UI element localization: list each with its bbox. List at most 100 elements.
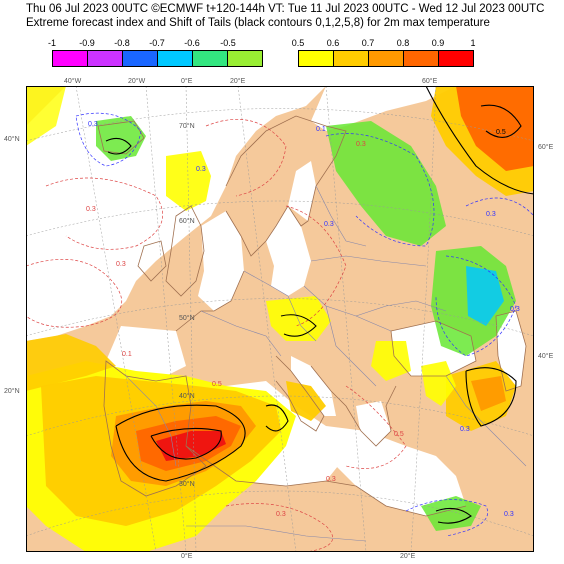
contour-label: 0.1 <box>316 126 326 133</box>
lon-label-top: 20°W <box>128 78 146 85</box>
efi-green-africa <box>421 496 481 531</box>
coastlines <box>97 115 527 517</box>
coastline-north-africa <box>185 445 467 517</box>
border-line <box>303 285 392 332</box>
efi-darkorange-russia <box>456 86 534 171</box>
lat-label-left: 20°N <box>4 388 20 395</box>
border-line <box>310 255 427 267</box>
graticule-meridian <box>75 86 157 552</box>
coastline-caspian <box>495 310 527 392</box>
colorbar-swatch <box>369 51 404 66</box>
graticule-meridian <box>145 86 187 552</box>
lon-labels-bottom: 0°E 20°E <box>0 553 564 563</box>
efi-red-iberia <box>156 431 226 461</box>
contour-label: 0.5 <box>394 431 404 438</box>
colorbar-pos-label: 0.7 <box>361 38 375 48</box>
contour-label: 0.3 <box>510 306 520 313</box>
contour-labels: 0.3 0.3 0.3 0.3 0.3 0.3 0.3 0.3 0.3 0.3 … <box>86 121 520 518</box>
contour-label: 0.3 <box>86 206 96 213</box>
sot-contour-turkey <box>465 367 517 427</box>
colorbar-neg-label: -0.6 <box>184 38 200 48</box>
lon-labels-top: 40°W 20°W 0°E 20°E 60°E <box>0 78 564 88</box>
colorbar-swatch <box>88 51 123 66</box>
border-line <box>186 525 367 542</box>
contour-label: 0.3 <box>276 511 286 518</box>
lon-label-bottom: 20°E <box>400 553 416 560</box>
border-line <box>325 305 377 387</box>
border-line <box>315 185 367 247</box>
colorbar-swatch <box>53 51 88 66</box>
contour-label: 0.1 <box>122 351 132 358</box>
lat-inner-label: 60°N <box>179 217 195 225</box>
efi-positive-contour <box>205 119 287 197</box>
efi-yellow-alps <box>266 296 331 341</box>
lon-label-top: 0°E <box>181 78 193 85</box>
colorbar-neg-label: -0.7 <box>149 38 165 48</box>
coastline-scandinavia <box>225 115 347 257</box>
colorbar-pos-label: 0.9 <box>431 38 445 48</box>
efi-positive-contour <box>26 259 122 328</box>
sot-contour-russia <box>425 86 534 195</box>
colorbar-neg-label: -0.9 <box>79 38 95 48</box>
lat-inner-label: 40°N <box>179 392 195 400</box>
colorbar-positive-bar <box>298 50 474 67</box>
lat-label-right: 40°E <box>538 353 554 360</box>
efi-negative-contour <box>75 112 142 167</box>
lon-label-top: 60°E <box>422 78 438 85</box>
colorbar-swatch <box>228 51 262 66</box>
colorbar-pos-label: 0.6 <box>326 38 340 48</box>
contour-label: 0.3 <box>116 261 126 268</box>
lat-inner-label: 70°N <box>179 122 195 130</box>
border-line <box>200 310 282 357</box>
efi-positive-contour <box>225 503 333 552</box>
baltic-sea <box>266 206 311 296</box>
sot-contour-russia-inner <box>480 104 522 138</box>
colorbar-neg-label: -1 <box>47 38 57 48</box>
map-frame <box>26 86 534 552</box>
graticule-meridian <box>325 86 367 552</box>
efi-orange-atlantic <box>26 334 116 391</box>
contour-label: 0.3 <box>486 211 496 218</box>
barents-sea <box>311 86 456 131</box>
gulf-of-bothnia <box>288 161 316 221</box>
colorbar-swatch <box>404 51 439 66</box>
contour-label: 0.3 <box>196 166 206 173</box>
contour-label: 0.3 <box>324 221 334 228</box>
lat-label-right: 60°E <box>538 144 554 151</box>
contour-label: 0.3 <box>460 426 470 433</box>
contour-label: 0.3 <box>504 511 514 518</box>
coastline-british-isles <box>165 205 205 297</box>
efi-cyan-ukraine <box>466 266 504 326</box>
graticule-parallel <box>26 298 534 337</box>
colorbar-negative-bar <box>52 50 263 67</box>
efi-positive-contour <box>345 385 407 469</box>
coastline-iberia <box>103 360 207 497</box>
graticule-meridian <box>237 86 297 552</box>
sot-contour-iceland <box>105 137 132 155</box>
efi-green-russia <box>326 121 446 246</box>
efi-yellow-balkans <box>371 341 411 381</box>
graticule-parallel <box>26 108 534 142</box>
coastline-black-sea <box>390 320 477 377</box>
efi-map: 0.3 0.3 0.3 0.3 0.3 0.3 0.3 0.3 0.3 0.3 … <box>26 86 534 552</box>
lon-label-top: 40°W <box>64 78 82 85</box>
contour-label: 0.5 <box>496 129 506 136</box>
colorbar-swatch <box>158 51 193 66</box>
graticule-parallel <box>26 490 534 537</box>
map-title-line2: Extreme forecast index and Shift of Tail… <box>26 17 490 29</box>
lon-label-bottom: 0°E <box>181 553 193 560</box>
lat-inner-label: 30°N <box>179 480 195 488</box>
greenland-sea <box>86 86 141 126</box>
coastline-france <box>175 270 245 332</box>
colorbar-swatch <box>123 51 158 66</box>
north-sea <box>198 211 244 311</box>
coastline-ireland <box>137 240 167 282</box>
colorbar-swatch <box>334 51 369 66</box>
contour-label: 0.3 <box>326 476 336 483</box>
efi-negative-contour <box>325 133 435 247</box>
colorbar-swatch <box>299 51 334 66</box>
efi-yellow-northsea <box>166 151 211 211</box>
lat-label-left: 40°N <box>4 136 20 143</box>
border-line <box>355 300 447 317</box>
colorbar-pos-label: 1 <box>470 38 476 48</box>
